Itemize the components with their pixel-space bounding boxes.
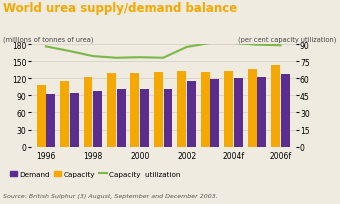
Bar	[210, 79, 219, 147]
Bar	[84, 78, 92, 147]
Bar	[248, 69, 257, 147]
Bar	[201, 73, 210, 147]
Bar	[140, 89, 149, 147]
Bar	[37, 86, 46, 147]
Bar	[60, 81, 69, 147]
Legend: Demand, Capacity, Capacity  utilization: Demand, Capacity, Capacity utilization	[7, 168, 183, 180]
Bar	[224, 72, 233, 147]
Bar	[70, 93, 79, 147]
Bar	[257, 77, 266, 147]
Bar	[281, 75, 290, 147]
Text: World urea supply/demand balance: World urea supply/demand balance	[3, 2, 238, 15]
Text: Source: British Sulphur (3) August, September and December 2003.: Source: British Sulphur (3) August, Sept…	[3, 193, 218, 198]
Bar	[164, 89, 172, 147]
Bar	[271, 66, 280, 147]
Bar	[93, 92, 102, 147]
Bar	[46, 94, 55, 147]
Bar	[107, 73, 116, 147]
Bar	[187, 81, 196, 147]
Bar	[234, 78, 243, 147]
Bar	[177, 72, 186, 147]
Text: (millions of tonnes of urea): (millions of tonnes of urea)	[3, 37, 94, 43]
Bar	[131, 74, 139, 147]
Bar	[154, 73, 163, 147]
Text: (per cent capacity utilization): (per cent capacity utilization)	[238, 37, 337, 43]
Bar	[117, 90, 125, 147]
